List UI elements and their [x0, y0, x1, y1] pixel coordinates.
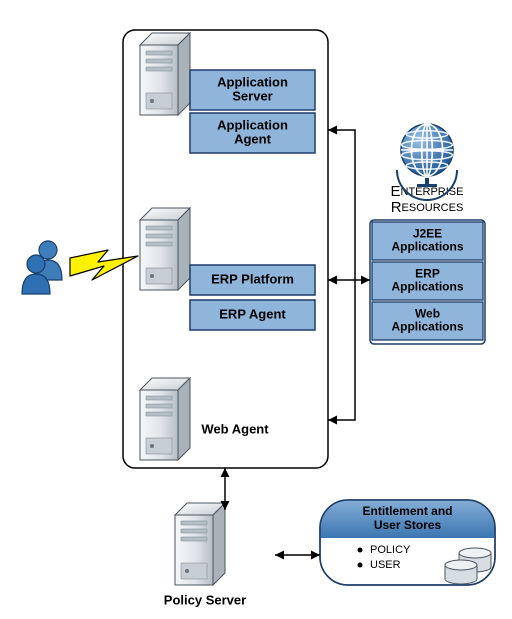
server-icon [140, 378, 190, 460]
server-label: Policy Server [164, 592, 246, 607]
enterprise-title: RESOURCES [391, 199, 464, 216]
entitlement-title: User Stores [374, 518, 442, 532]
lightning-icon [70, 250, 138, 280]
enterprise-label: Applications [391, 320, 463, 334]
server-icon [140, 208, 190, 290]
connector-arrow [328, 280, 355, 420]
component-label: Application [217, 117, 288, 132]
enterprise-label: Applications [391, 280, 463, 294]
connector-arrow [328, 130, 355, 280]
server-icon [175, 503, 225, 585]
entitlement-bullet: USER [370, 559, 401, 571]
server-icon [140, 33, 190, 115]
enterprise-label: Web [415, 307, 440, 321]
component-label: Server [232, 88, 272, 103]
entitlement-bullet: POLICY [370, 544, 411, 556]
component-label: Agent [234, 131, 272, 146]
enterprise-label: ERP [415, 267, 440, 281]
enterprise-label: Applications [391, 240, 463, 254]
component-label: ERP Agent [219, 306, 286, 321]
entitlement-title: Entitlement and [362, 504, 452, 518]
server-label: Web Agent [201, 421, 269, 436]
enterprise-label: J2EE [413, 227, 442, 241]
component-label: Application [217, 74, 288, 89]
users-icon [22, 241, 62, 294]
component-label: ERP Platform [211, 271, 294, 286]
